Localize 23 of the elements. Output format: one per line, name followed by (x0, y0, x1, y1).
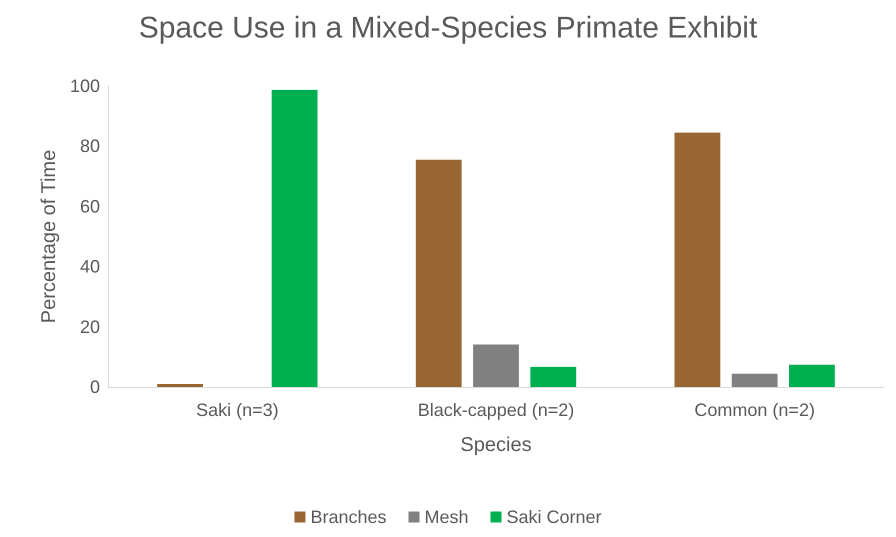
bar (157, 384, 203, 387)
legend-label: Branches (310, 507, 386, 527)
bar (732, 374, 778, 387)
y-tick-label: 40 (80, 256, 100, 277)
x-tick-label: Black-capped (n=2) (418, 400, 574, 420)
y-axis-title: Percentage of Time (38, 150, 60, 324)
bar (272, 90, 318, 387)
x-tick-label: Common (n=2) (694, 400, 815, 420)
legend-label: Saki Corner (506, 507, 602, 527)
bar (530, 366, 576, 387)
y-tick-label: 60 (80, 196, 100, 216)
bar (789, 364, 835, 387)
bar (674, 132, 720, 387)
bar (473, 344, 519, 387)
x-axis-title: Species (460, 434, 532, 456)
bar (416, 160, 462, 387)
y-tick-label: 0 (90, 377, 100, 397)
chart-title: Space Use in a Mixed-Species Primate Exhibit (138, 12, 758, 44)
legend-label: Mesh (424, 507, 469, 527)
y-tick-label: 20 (80, 316, 100, 337)
y-tick-label: 80 (80, 136, 100, 156)
x-tick-label: Saki (n=3) (196, 400, 279, 420)
y-tick-label: 100 (70, 76, 100, 96)
